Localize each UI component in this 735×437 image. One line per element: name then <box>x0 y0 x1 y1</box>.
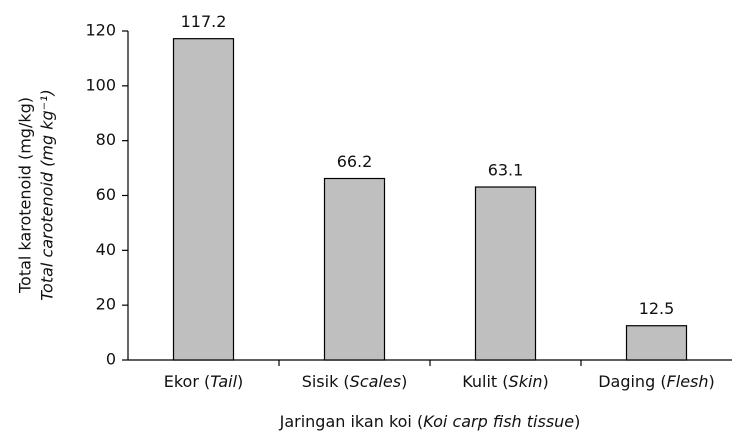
bar <box>625 325 688 361</box>
bar <box>323 177 386 361</box>
bar <box>474 186 537 361</box>
y-tick-label: 120 <box>85 21 116 40</box>
value-label: 12.5 <box>639 299 675 318</box>
value-label: 117.2 <box>181 12 227 31</box>
y-tick-label: 60 <box>96 185 116 204</box>
y-tick-label: 40 <box>96 240 116 259</box>
y-axis-label: Total carotenoid (mg kg⁻¹) <box>38 89 57 301</box>
y-tick-label: 80 <box>96 130 116 149</box>
x-tick-label: Sisik (Scales) <box>302 372 408 391</box>
y-tick-label: 20 <box>96 295 116 314</box>
value-label: 63.1 <box>488 161 524 180</box>
bar <box>172 38 235 361</box>
x-tick-label: Ekor (Tail) <box>164 372 244 391</box>
x-axis-label: Jaringan ikan koi (Koi carp fish tissue) <box>279 412 581 431</box>
y-tick-label: 100 <box>85 75 116 94</box>
y-tick-label: 0 <box>106 350 116 369</box>
y-axis-label: Total karotenoid (mg/kg) <box>16 97 35 294</box>
value-label: 66.2 <box>337 152 373 171</box>
x-tick-label: Daging (Flesh) <box>598 372 715 391</box>
x-tick-label: Kulit (Skin) <box>462 372 549 391</box>
